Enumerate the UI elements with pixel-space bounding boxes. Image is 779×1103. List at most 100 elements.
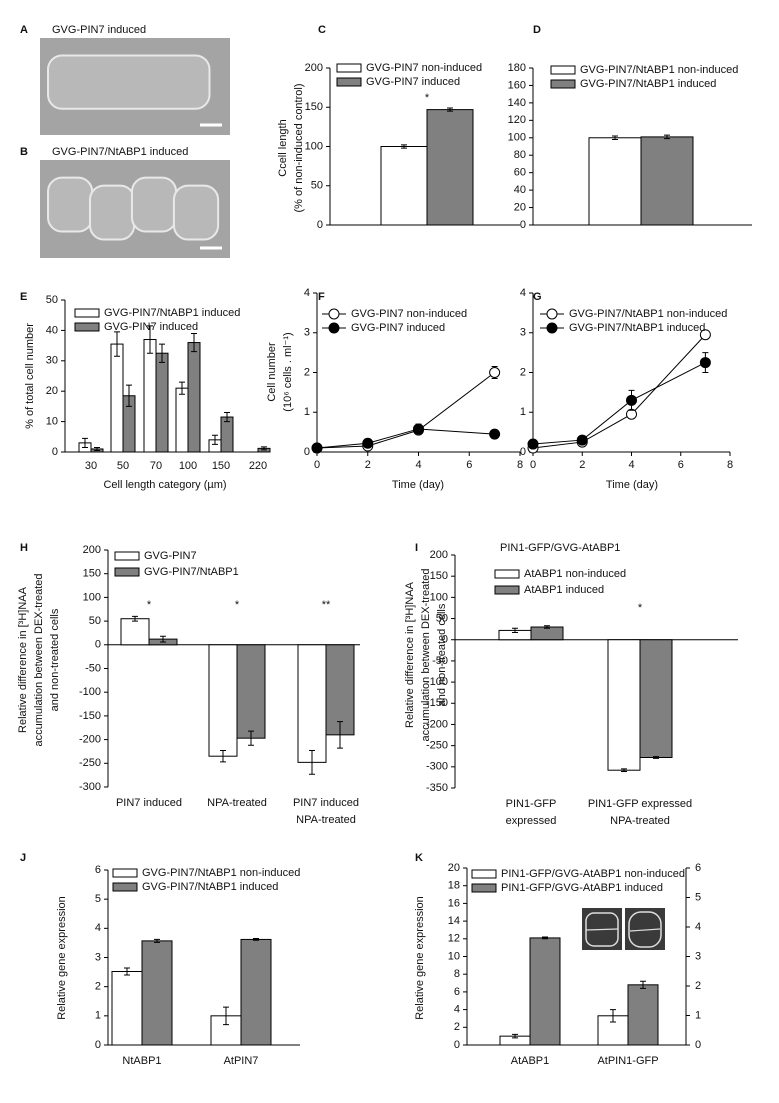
y-axis-label: Ccell length (277, 119, 289, 176)
panel-letter: E (20, 291, 27, 303)
legend-swatch (74, 308, 100, 318)
inset-cell (628, 911, 662, 948)
y-tick-label: 180 (508, 62, 526, 74)
marker (413, 423, 424, 435)
error-bar (610, 1009, 616, 1023)
legend-swatch (494, 585, 520, 595)
x-tick-label: PIN1-GFP expressed (588, 798, 692, 810)
y-tick-label: -300 (426, 761, 448, 773)
y-tick-label: 12 (448, 933, 460, 945)
x-tick-label: AtABP1 (511, 1055, 550, 1067)
y-tick-label: 3 (520, 327, 526, 339)
error-bar (512, 1033, 518, 1039)
y-tick-label: 150 (305, 101, 323, 113)
y-tick-label: 4 (520, 287, 526, 299)
y-tick-label: 60 (514, 167, 526, 179)
y-tick-label: 160 (508, 79, 526, 91)
y2-tick-label: 2 (695, 980, 701, 992)
y2-tick-label: 5 (695, 891, 701, 903)
y-axis-label: accumulation between DEX-treated (420, 568, 432, 741)
bar (588, 137, 642, 226)
y-tick-label: -150 (426, 697, 448, 709)
x-tick-label: 2 (365, 459, 371, 471)
bar (426, 109, 474, 226)
x-tick-label: PIN1-GFP (506, 798, 557, 810)
y-tick-label: 150 (430, 570, 448, 582)
x-tick-label: 100 (179, 460, 197, 472)
y-tick-label: -250 (426, 740, 448, 752)
error-bar (224, 411, 230, 423)
y-tick-label: 3 (304, 327, 310, 339)
y-tick-label: 2 (304, 366, 310, 378)
error-bar (447, 107, 453, 112)
bar (530, 626, 564, 641)
y-tick-label: 50 (311, 180, 323, 192)
error-bar (212, 434, 218, 445)
legend-swatch (112, 868, 138, 878)
y-tick-label: -50 (85, 662, 101, 674)
y-tick-label: 4 (454, 1004, 460, 1016)
series-line (532, 334, 706, 449)
error-bar (147, 325, 153, 354)
bar (639, 639, 673, 758)
legend-swatch (74, 322, 100, 332)
y2-tick-label: 1 (695, 1009, 701, 1021)
y-tick-label: 0 (95, 1039, 101, 1051)
y-tick-label: 40 (514, 184, 526, 196)
annotation: * (425, 92, 430, 104)
legend-label: GVG-PIN7/NtABP1 induced (104, 307, 240, 319)
legend-swatch (114, 551, 140, 561)
legend-swatch (114, 567, 140, 577)
error-bar (154, 938, 160, 943)
y-tick-label: 100 (305, 140, 323, 152)
y-tick-label: 4 (304, 287, 310, 299)
marker (489, 367, 501, 378)
cell-outline (47, 176, 94, 233)
error-bar (640, 980, 646, 989)
bar (640, 136, 694, 226)
x-tick-label: 4 (628, 459, 634, 471)
y2-tick-label: 3 (695, 950, 701, 962)
y-tick-label: 100 (83, 591, 101, 603)
legend-label: GVG-PIN7/NtABP1 induced (580, 78, 716, 90)
series-line (532, 362, 706, 445)
legend-swatch (336, 63, 362, 73)
bar (110, 343, 124, 453)
x-tick-label: PIN7 induced (293, 797, 359, 809)
error-bar (542, 936, 548, 940)
bar (175, 387, 189, 453)
y-axis-label: Cell number (266, 342, 278, 402)
legend-label: GVG-PIN7 induced (104, 321, 198, 333)
cell-outline (47, 54, 211, 110)
panel-letter: F (318, 291, 325, 303)
y-tick-label: -200 (79, 734, 101, 746)
y-tick-label: 20 (46, 385, 58, 397)
bar (597, 1015, 629, 1046)
y-tick-label: 200 (305, 62, 323, 74)
marker (489, 428, 501, 440)
y-axis-label: accumulation between DEX-treated (33, 573, 45, 746)
y-axis-label: % of total cell number (24, 323, 36, 429)
error-bar (337, 721, 343, 749)
error-bar (132, 615, 138, 622)
cell-outline (172, 184, 220, 241)
x-axis-label: Cell length category (µm) (103, 479, 226, 491)
x-tick-label: 4 (415, 459, 421, 471)
inset-images (582, 908, 665, 950)
y-axis-label: Relative difference in [³H]NAA (17, 586, 29, 733)
legend-label: GVG-PIN7 non-induced (366, 62, 482, 74)
error-bar (664, 134, 670, 140)
legend-marker (328, 308, 340, 320)
y2-tick-label: 6 (695, 862, 701, 874)
panel-letter: A (20, 24, 28, 36)
y-tick-label: 20 (514, 201, 526, 213)
error-bar (160, 635, 166, 643)
bar (143, 339, 157, 453)
panel-letter: B (20, 146, 28, 158)
legend-label: GVG-PIN7 (144, 550, 197, 562)
marker (527, 438, 539, 450)
bar (187, 342, 201, 453)
error-bar (248, 730, 254, 746)
y-tick-label: -250 (79, 757, 101, 769)
legend-label: GVG-PIN7/NtABP1 induced (142, 881, 278, 893)
